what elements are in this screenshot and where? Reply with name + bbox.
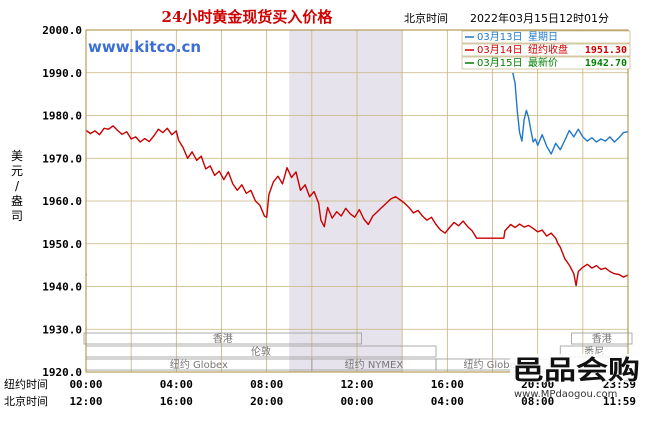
legend-value: 1951.30 [585,45,627,56]
session-label: 纽约 NYMEX [345,358,404,371]
x-tick-label-ny: 04:00 [160,378,193,391]
x-tick-label-bj: 16:00 [160,395,193,408]
legend-date: 03月15日 [477,57,522,69]
x-tick-label-bj: 11:59 [603,395,636,408]
y-axis-title-char: / [15,179,20,193]
header-timezone: 北京时间 [404,11,448,25]
y-axis-title-char: 美 [11,149,23,163]
y-tick-label: 1990.0 [42,67,82,80]
x-tick-label-ny: 12:00 [340,378,373,391]
session-label: 香港 [213,333,233,345]
x-axis-ticks: 00:00 12:00 04:00 16:00 08:00 20:00 12:00 00:00… [69,378,636,408]
brand-logo-text: 邑品会购 [512,356,640,386]
y-tick-label: 1950.0 [42,238,82,251]
session-label: 伦敦 [251,345,271,358]
y-axis-title-char: 盎 [11,194,23,208]
y-tick-label: 2000.0 [42,24,82,37]
session-bar [571,332,633,345]
legend-label: 纽约收盘 [528,43,568,56]
y-tick-label: 1960.0 [42,195,82,208]
gridlines [86,29,628,373]
y-axis-title-char: 元 [11,164,23,178]
ny-time-row-label: 纽约时间 [4,377,48,391]
legend-entry-box [461,56,631,70]
x-tick-label-ny: 16:00 [431,378,464,391]
y-tick-label: 1970.0 [42,152,82,165]
legend-date: 03月14日 [477,44,522,56]
x-tick-label-bj: 00:00 [340,395,373,408]
legend-label: 星期日 [528,31,558,43]
kitco-watermark: www.kitco.cn [88,38,201,56]
x-tick-label-ny: 00:00 [69,378,102,391]
brand-logo: 邑品会购 www.MPdaogou.com [510,354,652,400]
series-line [512,72,628,155]
session-label: 纽约 Globex [463,358,521,371]
x-tick-label-bj: 20:00 [250,395,283,408]
y-axis-ticks: 2000.0 1990.0 1980.0 1970.0 1960.0 1950.0 1940… [42,24,82,379]
x-tick-label-ny: 08:00 [250,378,283,391]
bj-time-row-label: 北京时间 [4,394,48,408]
y-tick-label: 1930.0 [42,323,82,336]
x-tick-label-bj: 12:00 [69,395,102,408]
y-axis-title-char: 司 [11,209,23,223]
legend-entry-box [461,30,631,44]
series-line [86,125,628,287]
y-tick-label: 1920.0 [42,366,82,379]
x-tick-label-bj: 08:00 [521,395,554,408]
legend-label: 最新价 [528,56,558,69]
session-label: 香港 [592,333,612,345]
plot-frame [85,29,629,373]
session-label: 纽约 Globex [170,358,228,371]
legend-entry-box [461,43,631,57]
y-tick-label: 1940.0 [42,281,82,294]
session-bar [83,332,362,345]
legend-value: 1942.70 [585,58,627,69]
header-timestamp: 2022年03月15日12时01分 [470,11,609,25]
x-tick-label-bj: 04:00 [431,395,464,408]
chart-legend: 03月13日 星期日 03月14日 纽约收盘 1951.30 03月15日 最新价 1942.… [461,30,631,70]
y-axis-title: 美元/盎司 [11,149,23,223]
y-tick-label: 1980.0 [42,110,82,123]
brand-logo-url: www.MPdaogou.com [514,389,617,400]
legend-date: 03月13日 [477,31,522,43]
chart-title: 24小时黄金现货买入价格 [162,8,334,26]
